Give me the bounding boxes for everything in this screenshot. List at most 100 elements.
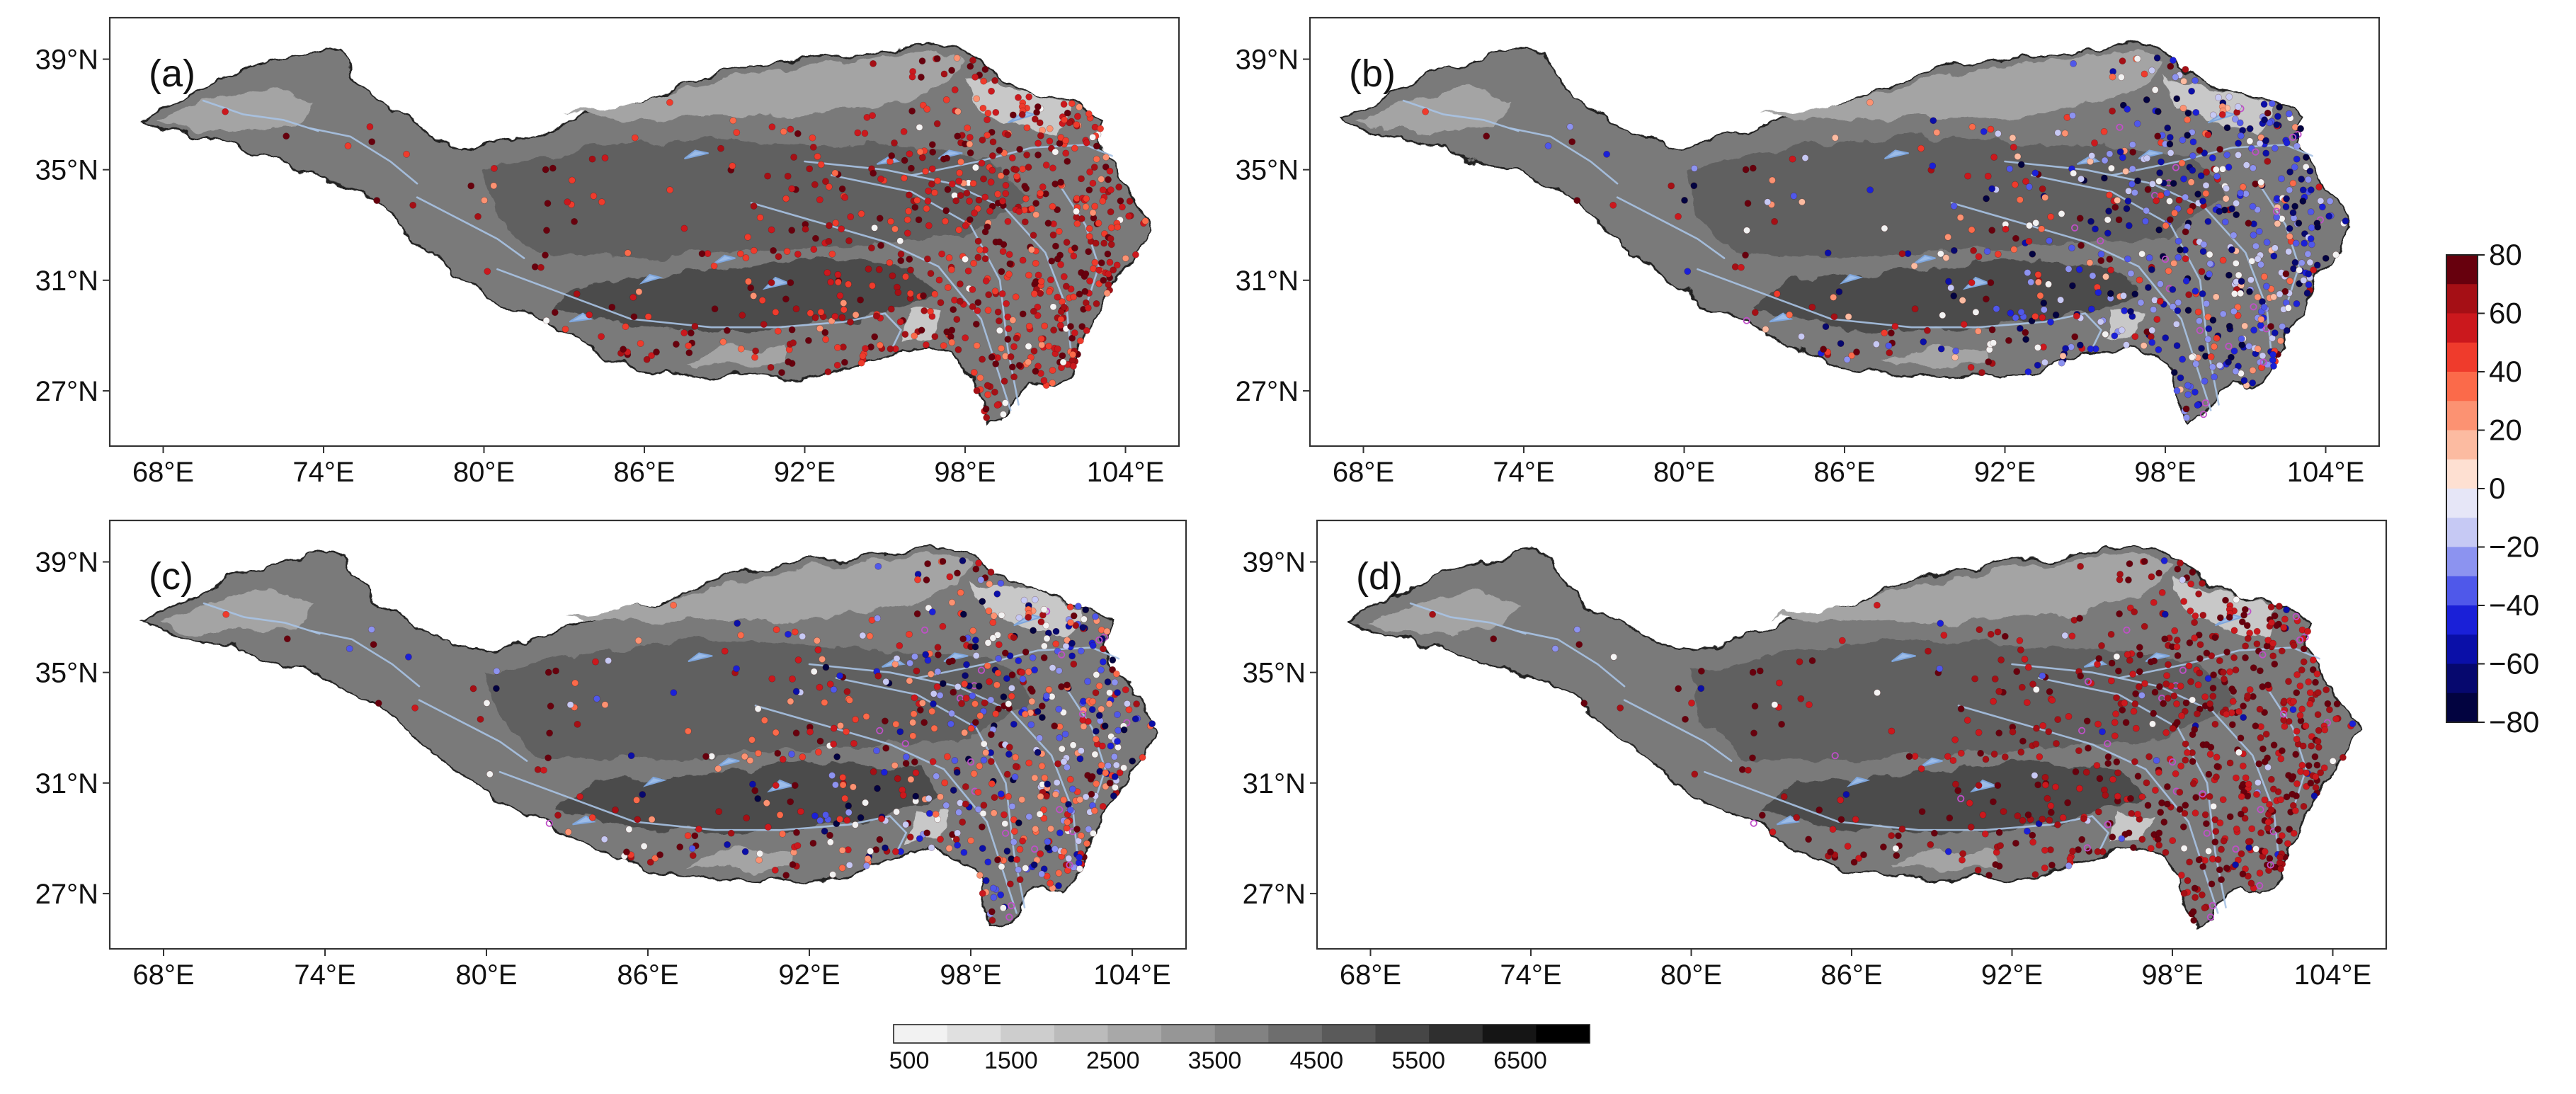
station-marker — [2244, 792, 2252, 800]
station-marker — [2048, 697, 2056, 704]
station-marker — [1030, 307, 1037, 315]
station-marker — [1047, 276, 1054, 284]
station-marker — [2126, 560, 2133, 567]
station-marker — [784, 172, 792, 180]
station-marker — [1037, 793, 1044, 800]
station-marker — [2121, 700, 2128, 707]
station-marker — [984, 109, 992, 117]
station-marker — [2263, 642, 2271, 650]
station-marker — [963, 189, 971, 197]
station-marker — [2291, 203, 2298, 210]
station-marker — [2196, 669, 2204, 677]
station-marker — [1070, 612, 1078, 620]
station-marker — [882, 844, 889, 852]
station-marker — [1083, 139, 1090, 147]
station-marker — [931, 290, 939, 298]
station-marker — [821, 329, 829, 336]
panel-label: (a) — [149, 52, 195, 95]
station-marker — [918, 74, 925, 81]
station-marker — [906, 677, 913, 685]
station-marker — [2192, 287, 2199, 295]
station-marker — [1940, 632, 1948, 639]
station-marker — [987, 178, 995, 186]
station-marker — [2232, 861, 2239, 869]
station-marker — [906, 256, 913, 263]
station-marker — [821, 699, 828, 706]
station-marker — [2104, 753, 2112, 760]
station-marker — [2234, 103, 2242, 110]
station-marker — [2242, 654, 2249, 661]
station-marker — [2102, 331, 2109, 338]
station-marker — [1045, 686, 1053, 693]
station-marker — [1801, 154, 1809, 161]
station-marker — [2260, 303, 2268, 311]
station-marker — [2226, 759, 2234, 767]
colorbar-swatch — [1161, 1025, 1216, 1043]
station-marker — [1053, 779, 1061, 787]
station-marker — [836, 816, 843, 823]
station-marker — [2245, 838, 2252, 845]
station-marker — [2292, 239, 2300, 247]
station-marker — [2199, 411, 2207, 418]
station-marker — [2270, 293, 2277, 301]
station-marker — [828, 250, 836, 258]
station-marker — [1047, 825, 1054, 833]
station-marker — [2175, 299, 2182, 307]
station-marker — [2141, 558, 2148, 565]
station-marker — [2144, 284, 2152, 291]
station-marker — [1105, 270, 1112, 278]
station-marker — [1003, 300, 1010, 307]
station-marker — [1796, 658, 1803, 666]
station-marker — [2306, 700, 2314, 707]
station-marker — [2014, 153, 2022, 160]
lat-tick-label: 39°N — [1243, 547, 1306, 579]
station-marker — [2213, 773, 2220, 781]
station-marker — [805, 336, 812, 344]
station-marker — [775, 253, 782, 261]
station-marker — [772, 782, 780, 790]
station-marker — [702, 753, 709, 760]
station-marker — [344, 142, 352, 149]
station-marker — [1032, 211, 1040, 219]
station-marker — [1085, 186, 1093, 194]
station-marker — [1040, 642, 1048, 650]
station-marker — [976, 374, 984, 382]
lon-tick-label: 92°E — [1981, 959, 2043, 991]
station-marker — [375, 700, 382, 707]
station-marker — [1845, 313, 1852, 321]
station-marker — [1937, 345, 1945, 353]
station-marker — [2173, 387, 2181, 394]
station-marker — [971, 700, 979, 707]
station-marker — [2286, 277, 2293, 285]
station-marker — [1008, 154, 1016, 161]
station-marker — [676, 843, 684, 850]
station-marker — [2041, 774, 2049, 781]
station-marker — [2160, 819, 2168, 826]
station-marker — [724, 326, 731, 334]
station-marker — [2281, 723, 2289, 730]
station-marker — [2156, 297, 2164, 305]
station-marker — [1610, 653, 1617, 661]
station-marker — [1997, 656, 2005, 663]
lon-tick-label: 92°E — [774, 457, 836, 488]
river — [1509, 127, 1619, 185]
station-marker — [2238, 341, 2246, 348]
station-marker — [1949, 757, 1957, 764]
station-marker — [710, 262, 718, 270]
station-marker — [955, 177, 963, 185]
station-marker — [2087, 305, 2095, 313]
station-marker — [1860, 851, 1867, 858]
station-marker — [838, 864, 846, 872]
station-marker — [545, 754, 552, 762]
station-marker — [2313, 261, 2321, 269]
station-marker — [2199, 198, 2206, 205]
station-marker — [1046, 137, 1054, 145]
station-marker — [902, 760, 910, 767]
station-marker — [2281, 615, 2289, 623]
station-marker — [977, 666, 986, 674]
station-marker — [543, 227, 550, 234]
station-marker — [2087, 217, 2095, 225]
station-marker — [2266, 119, 2273, 127]
station-marker — [2077, 672, 2085, 680]
station-marker — [1027, 721, 1035, 729]
